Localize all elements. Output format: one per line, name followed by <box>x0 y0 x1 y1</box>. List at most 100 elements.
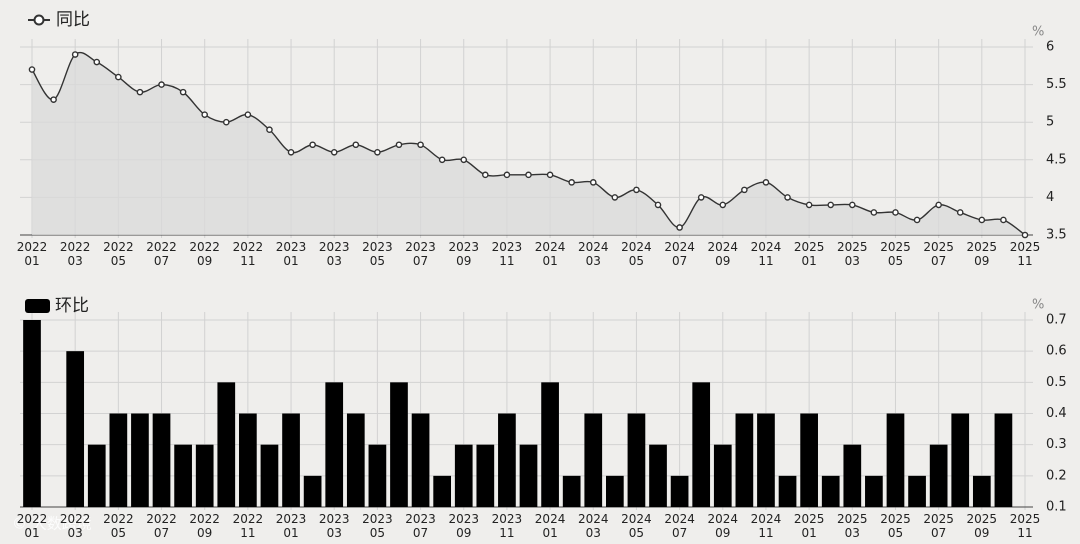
x-tick-label: 2024 07 <box>664 240 695 268</box>
x-tick-label: 2024 09 <box>707 240 739 268</box>
x-tick-label: 2022 11 <box>232 512 264 540</box>
point <box>503 171 511 179</box>
bar <box>562 475 581 507</box>
area <box>32 52 1025 235</box>
legend-label: 环比 <box>55 296 89 316</box>
x-tick-label: 2022 05 <box>103 240 134 268</box>
point <box>805 201 813 209</box>
point <box>892 209 899 216</box>
point <box>654 201 662 209</box>
x-tick-label: 2024 11 <box>750 240 782 268</box>
y-tick-label: 4 <box>1046 190 1054 205</box>
point <box>158 81 165 88</box>
bar <box>951 413 970 507</box>
bar <box>908 475 926 507</box>
x-tick-label: 2023 11 <box>491 512 523 540</box>
point <box>762 179 770 186</box>
point <box>222 118 230 126</box>
bar <box>66 351 85 507</box>
point <box>50 96 57 103</box>
bar <box>649 444 667 507</box>
y-unit: % <box>1032 25 1044 40</box>
x-tick-label: 2023 07 <box>405 240 436 268</box>
x-tick-label: 2023 09 <box>448 512 479 540</box>
point <box>741 186 748 194</box>
y-tick-label: 0.6 <box>1046 344 1067 359</box>
x-tick-label: 2022 03 <box>59 240 91 268</box>
point <box>913 216 921 224</box>
point <box>287 148 295 156</box>
point <box>438 156 446 164</box>
x-tick-label: 2023 05 <box>362 240 393 268</box>
x-tick-label: 2022 01 <box>16 240 48 268</box>
bar <box>217 382 236 507</box>
point <box>244 111 252 118</box>
point <box>136 88 144 96</box>
bar <box>584 413 603 507</box>
point <box>1021 231 1029 239</box>
x-tick-label: 2023 09 <box>448 240 479 268</box>
bar <box>282 413 300 507</box>
point <box>978 216 986 224</box>
y-tick-label: 5.5 <box>1046 77 1067 92</box>
y-unit: % <box>1032 298 1044 313</box>
bar <box>411 413 430 507</box>
bar <box>800 413 818 507</box>
x-tick-label: 2024 05 <box>621 240 652 268</box>
bar <box>519 444 538 507</box>
x-tick-label: 2025 05 <box>880 240 911 268</box>
x-tick-label: 2025 05 <box>880 512 911 540</box>
bar <box>23 320 41 507</box>
bar <box>627 413 646 507</box>
x-tick-label: 2025 07 <box>923 512 954 540</box>
x-tick-label: 2023 07 <box>405 512 436 540</box>
x-tick-label: 2025 01 <box>793 512 825 540</box>
x-tick-label: 2023 05 <box>362 512 393 540</box>
x-tick-label: 2024 01 <box>534 512 566 540</box>
x-tick-label: 2024 11 <box>750 512 782 540</box>
y-tick-label: 0.4 <box>1046 406 1067 421</box>
bar <box>260 444 279 507</box>
bar <box>131 413 149 507</box>
bar <box>692 382 711 507</box>
x-tick-label: 2024 03 <box>577 512 609 540</box>
bar <box>152 413 171 507</box>
y-tick-label: 0.2 <box>1046 468 1067 483</box>
bar <box>735 413 754 507</box>
bar <box>713 444 732 507</box>
x-tick-label: 2023 11 <box>491 240 523 268</box>
bar <box>865 475 883 507</box>
bar <box>303 475 322 507</box>
point <box>179 88 187 96</box>
x-tick-label: 2024 03 <box>577 240 609 268</box>
x-tick-label: 2025 11 <box>1009 512 1041 540</box>
y-tick-label: 4.5 <box>1046 152 1067 167</box>
y-tick-label: 6 <box>1046 40 1054 55</box>
point <box>784 194 791 201</box>
x-tick-label: 2025 11 <box>1009 240 1041 268</box>
point <box>697 194 705 201</box>
point <box>482 171 489 179</box>
point <box>525 171 532 179</box>
y-tick-label: 0.3 <box>1046 437 1067 452</box>
point <box>633 186 640 194</box>
bar <box>498 413 516 507</box>
point <box>870 209 878 216</box>
x-tick-label: 2022 09 <box>189 240 220 268</box>
point <box>849 201 856 209</box>
point <box>589 179 597 186</box>
bar <box>670 475 689 507</box>
x-tick-label: 2023 03 <box>318 240 350 268</box>
point <box>352 141 360 149</box>
y-tick-label: 0.5 <box>1046 375 1067 390</box>
point <box>93 58 101 66</box>
x-tick-label: 2022 03 <box>59 512 91 540</box>
point <box>1000 216 1007 224</box>
bar <box>843 444 862 507</box>
point <box>676 224 683 231</box>
bar <box>109 413 128 507</box>
bar <box>174 444 192 507</box>
y-tick-label: 5 <box>1046 115 1054 130</box>
point <box>28 66 36 73</box>
